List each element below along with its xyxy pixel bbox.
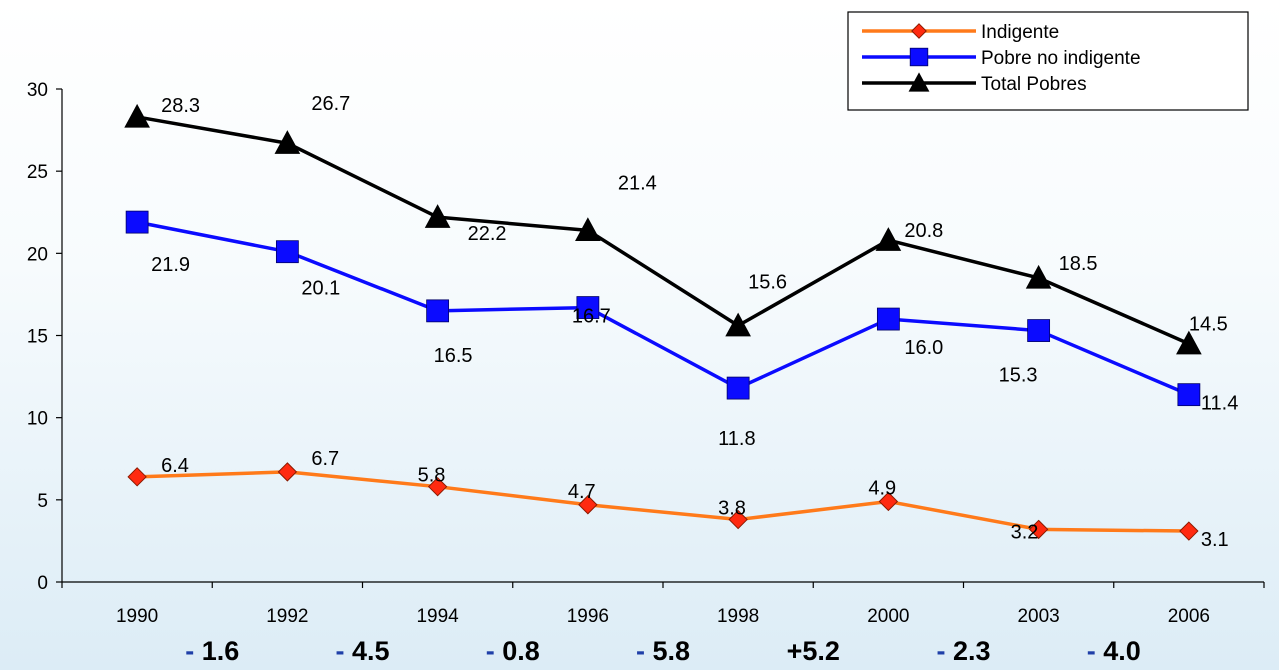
period-change-label: - 4.0 <box>1087 636 1141 666</box>
data-label: 20.8 <box>904 220 943 242</box>
data-label: 3.2 <box>1011 521 1039 543</box>
data-label: 14.5 <box>1189 314 1228 336</box>
x-tick-label: 1994 <box>416 606 459 627</box>
y-tick-label: 5 <box>37 491 48 512</box>
diamond-marker <box>878 491 899 512</box>
change-value: 2.3 <box>953 636 991 666</box>
change-value: 4.0 <box>1103 636 1141 666</box>
series-layer <box>124 103 1202 541</box>
change-value: 4.5 <box>352 636 390 666</box>
triangle-marker <box>725 312 751 337</box>
period-change-label: - 4.5 <box>335 636 389 666</box>
axes: 0 5 10 15 20 25 30 1990 1992 1994 1996 1998 2000 2003… <box>27 80 1265 627</box>
data-label: 6.7 <box>311 448 339 470</box>
data-label: 5.8 <box>418 465 446 487</box>
triangle-marker <box>124 103 150 128</box>
data-label: 28.3 <box>161 95 200 117</box>
data-labels: 6.4 6.7 5.8 4.7 3.8 4.9 3.2 3.1 21.9 20.1 16.5 16.7… <box>151 93 1238 551</box>
change-sign: - <box>636 636 653 666</box>
data-label: 6.4 <box>161 455 189 477</box>
change-sign: + <box>787 636 803 666</box>
change-sign: - <box>185 636 202 666</box>
period-change-label: - 2.3 <box>936 636 990 666</box>
data-label: 16.5 <box>434 345 473 367</box>
period-change-label: +5.2 <box>787 636 840 666</box>
diamond-marker <box>1028 519 1049 540</box>
triangle-marker <box>1176 330 1202 355</box>
x-tick-label: 1992 <box>266 606 308 627</box>
change-value: 5.2 <box>802 636 840 666</box>
triangle-marker <box>575 217 601 242</box>
series-line-2 <box>136 115 1190 346</box>
y-tick-label: 25 <box>27 162 48 183</box>
change-value: 5.8 <box>652 636 690 666</box>
diamond-marker <box>277 462 298 482</box>
diamond-marker <box>578 495 598 515</box>
square-marker <box>576 296 600 319</box>
square-marker <box>275 240 299 264</box>
x-tick-label: 1998 <box>717 606 759 627</box>
change-value: 1.6 <box>202 636 240 666</box>
data-label: 3.8 <box>718 498 746 520</box>
data-label: 21.4 <box>618 172 657 194</box>
y-tick-label: 30 <box>27 80 48 101</box>
triangle-marker <box>1025 264 1052 289</box>
y-tick-label: 15 <box>27 327 48 348</box>
data-label: 20.1 <box>301 278 340 300</box>
data-label: 16.0 <box>904 337 943 359</box>
period-change-label: - 5.8 <box>636 636 690 666</box>
data-label: 11.4 <box>1201 393 1238 415</box>
data-label: 3.1 <box>1201 529 1229 551</box>
square-marker <box>1177 383 1201 407</box>
data-label: 16.7 <box>572 306 611 328</box>
data-label: 4.7 <box>568 481 596 503</box>
x-tick-label: 2000 <box>867 606 909 627</box>
square-marker <box>909 47 929 67</box>
diamond-marker <box>1179 521 1199 541</box>
diamond-marker <box>728 509 748 530</box>
period-change-label: - 1.6 <box>185 636 239 666</box>
data-label: 22.2 <box>468 223 507 245</box>
x-tick-label: 1990 <box>116 606 158 627</box>
data-label: 4.9 <box>868 477 896 499</box>
square-marker <box>726 376 750 400</box>
square-marker <box>876 307 900 331</box>
x-tick-label: 2003 <box>1017 606 1059 627</box>
legend-label: Pobre no indigente <box>981 48 1141 69</box>
series-line-0 <box>137 470 1189 533</box>
y-tick-label: 0 <box>37 573 48 594</box>
legend-label: Indigente <box>981 22 1059 43</box>
series-line-1 <box>136 220 1190 397</box>
triangle-marker <box>274 130 301 154</box>
triangle-marker <box>424 204 451 228</box>
square-marker <box>426 299 450 323</box>
legend-label: Total Pobres <box>981 74 1087 95</box>
change-sign: - <box>1087 636 1104 666</box>
change-sign: - <box>936 636 953 666</box>
data-label: 21.9 <box>151 254 190 276</box>
diamond-marker <box>427 476 448 497</box>
triangle-marker <box>875 227 902 251</box>
legend: Indigente Pobre no indigente Total Pobres <box>847 11 1249 111</box>
x-tick-label: 2006 <box>1168 606 1210 627</box>
data-label: 11.8 <box>718 428 755 450</box>
change-sign: - <box>335 636 352 666</box>
y-tick-label: 20 <box>27 244 48 265</box>
square-marker <box>125 210 149 234</box>
data-label: 15.6 <box>748 272 787 294</box>
data-label: 15.3 <box>999 365 1038 387</box>
diamond-marker <box>127 467 147 487</box>
triangle-marker <box>908 72 930 92</box>
data-label: 26.7 <box>311 93 350 115</box>
change-value: 0.8 <box>502 636 540 666</box>
change-sign: - <box>486 636 503 666</box>
x-tick-label: 1996 <box>567 606 609 627</box>
period-change-label: - 0.8 <box>486 636 540 666</box>
diamond-marker <box>911 23 927 39</box>
period-changes: - 1.6- 4.5- 0.8- 5.8 +5.2- 2.3- 4.0 <box>185 636 1141 666</box>
y-tick-label: 10 <box>27 409 48 430</box>
data-label: 18.5 <box>1059 253 1098 275</box>
square-marker <box>1027 319 1051 342</box>
